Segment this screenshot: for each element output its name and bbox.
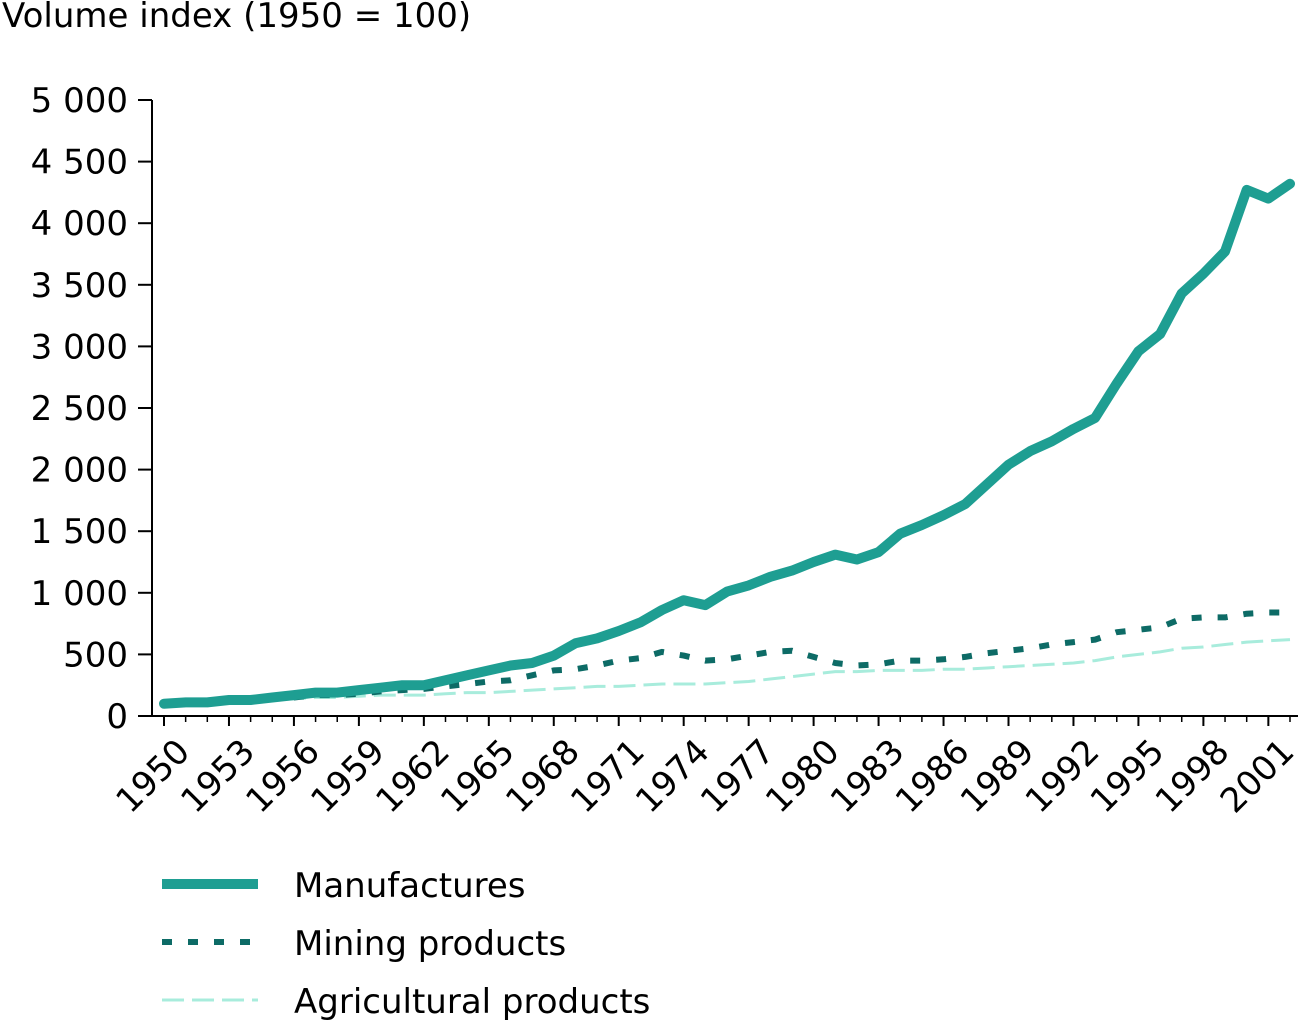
x-tick-label: 1995 [1083, 732, 1172, 821]
x-tick-label: 1983 [823, 732, 912, 821]
y-tick-label: 1 000 [31, 574, 128, 614]
x-tick-label: 1950 [108, 732, 197, 821]
y-tick-label: 3 000 [31, 327, 128, 367]
y-axis-title: Volume index (1950 = 100) [2, 0, 472, 36]
legend-label-manufactures: Manufactures [294, 866, 526, 906]
y-tick-label: 2 000 [31, 451, 128, 491]
x-tick-label: 1962 [368, 732, 457, 821]
y-tick-label: 5 000 [31, 81, 128, 121]
x-tick-label: 2001 [1213, 732, 1301, 821]
x-tick-label: 1956 [238, 732, 327, 821]
x-axis: 1950195319561959196219651968197119741977… [108, 715, 1301, 821]
x-tick-label: 1977 [693, 732, 782, 821]
x-tick-label: 1992 [1018, 732, 1107, 821]
y-tick-label: 3 500 [31, 266, 128, 306]
y-tick-label: 1 500 [31, 512, 128, 552]
x-tick-label: 1953 [173, 732, 262, 821]
series-line-manufactures [159, 178, 1295, 709]
legend-label-mining-products: Mining products [294, 924, 566, 964]
y-tick-label: 500 [63, 635, 128, 675]
x-tick-label: 1974 [628, 732, 717, 821]
legend-label-agricultural-products: Agricultural products [294, 982, 650, 1022]
x-tick-label: 1968 [498, 732, 587, 821]
series-group [159, 178, 1295, 709]
y-tick-label: 2 500 [31, 389, 128, 429]
x-tick-label: 1971 [563, 732, 652, 821]
x-tick-label: 1959 [303, 732, 392, 821]
x-tick-label: 1998 [1148, 732, 1237, 821]
x-tick-label: 1986 [888, 732, 977, 821]
y-tick-label: 0 [106, 697, 128, 737]
y-axis: 0 500 1 000 1 500 2 000 2 500 3 000 3 500 4 000 4… [31, 81, 153, 737]
x-tick-label: 1965 [433, 732, 522, 821]
x-tick-label: 1989 [953, 732, 1042, 821]
y-tick-label: 4 000 [31, 204, 128, 244]
y-tick-label: 4 500 [31, 143, 128, 183]
x-tick-label: 1980 [758, 732, 847, 821]
legend: Manufactures Mining products Agricultural … [162, 866, 650, 1022]
